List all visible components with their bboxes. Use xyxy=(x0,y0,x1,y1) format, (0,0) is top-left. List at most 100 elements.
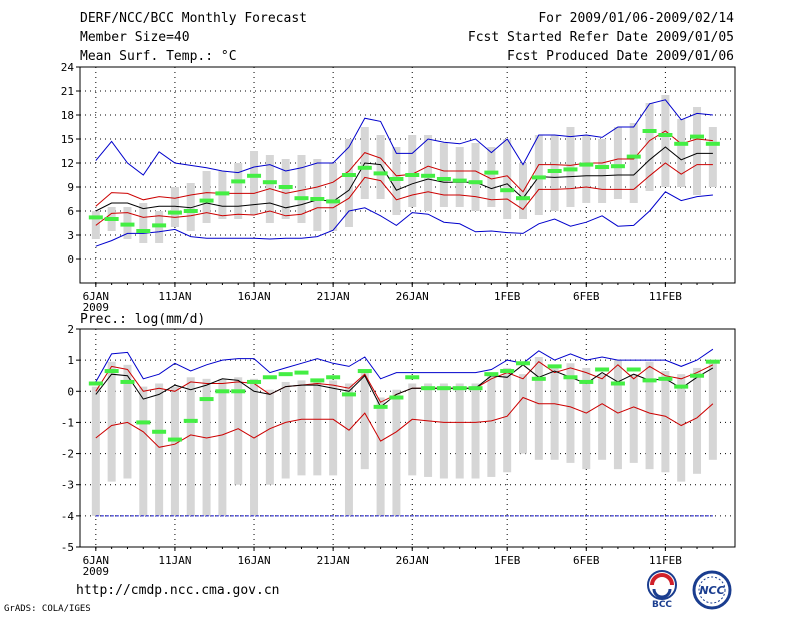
prec-range-box xyxy=(376,397,385,516)
prec-range-box xyxy=(629,374,638,463)
forecast-started-date: Fcst Started Refer Date 2009/01/05 xyxy=(467,30,734,45)
prec-obs-marker xyxy=(468,386,483,391)
temp-range-box xyxy=(170,187,179,227)
prec-ytick-label: 2 xyxy=(67,323,74,336)
prec-xtick-label: 11FEB xyxy=(649,554,682,567)
prec-obs-marker xyxy=(705,359,720,364)
temp-xtick-label: 11FEB xyxy=(649,290,682,303)
temp-xtick-label: 6JAN xyxy=(83,290,110,303)
temp-obs-marker xyxy=(500,188,515,193)
temp-obs-marker xyxy=(136,229,151,233)
prec-xtick-label: 11JAN xyxy=(158,554,191,567)
temp-range-box xyxy=(613,127,622,199)
prec-range-box xyxy=(91,386,100,516)
prec-obs-marker xyxy=(436,386,451,391)
prec-range-box xyxy=(503,367,512,473)
temp-range-box xyxy=(313,159,322,231)
prec-xtick-label: 21JAN xyxy=(317,554,350,567)
temp-obs-marker xyxy=(183,209,198,213)
prec-range-box xyxy=(487,374,496,477)
prec-obs-marker xyxy=(152,429,167,434)
temp-obs-marker xyxy=(405,173,420,177)
temp-obs-marker xyxy=(341,173,356,177)
temp-obs-marker xyxy=(690,134,705,139)
temp-range-box xyxy=(439,143,448,207)
prec-xtick-label: 26JAN xyxy=(396,554,429,567)
temp-ytick-label: 18 xyxy=(61,109,74,122)
prec-obs-marker xyxy=(215,389,230,394)
temp-ytick-label: 12 xyxy=(61,157,74,170)
temp-range-box xyxy=(139,203,148,243)
prec-range-box xyxy=(693,367,702,474)
temp-obs-marker xyxy=(642,129,657,133)
prec-obs-marker xyxy=(547,364,562,369)
prec-range-box xyxy=(534,357,543,460)
prec-obs-marker xyxy=(563,375,578,380)
prec-obs-marker xyxy=(294,370,309,375)
prec-range-box xyxy=(392,389,401,516)
prec-obs-marker xyxy=(183,418,198,423)
prec-obs-marker xyxy=(341,392,356,397)
temp-ytick-label: 15 xyxy=(61,133,74,146)
temp-range-box xyxy=(424,135,433,211)
prec-range-box xyxy=(281,381,290,479)
temp-ytick-label: 0 xyxy=(67,253,74,266)
prec-range-box xyxy=(408,383,417,476)
temp-obs-marker xyxy=(120,222,135,227)
temp-obs-marker xyxy=(626,154,641,159)
temp-series-upper-line xyxy=(95,99,713,176)
temp-ytick-label: 3 xyxy=(67,229,74,242)
prec-range-box xyxy=(250,378,259,516)
prec-obs-marker xyxy=(658,376,673,381)
temp-range-box xyxy=(408,135,417,207)
prec-series-max-line xyxy=(95,348,714,383)
prec-obs-marker xyxy=(326,375,341,380)
prec-range-box xyxy=(598,374,607,460)
source-url[interactable]: http://cmdp.ncc.cma.gov.cn xyxy=(76,583,280,598)
temp-obs-marker xyxy=(167,210,182,215)
prec-obs-marker xyxy=(310,378,325,383)
temp-obs-marker xyxy=(326,199,341,204)
temp-xtick-label: 1FEB xyxy=(494,290,521,303)
prec-obs-marker xyxy=(500,369,515,374)
prec-obs-marker xyxy=(88,381,103,386)
prec-xtick-label: 16JAN xyxy=(237,554,270,567)
prec-range-box xyxy=(297,380,306,476)
temp-obs-marker xyxy=(294,196,309,201)
prec-obs-marker xyxy=(373,404,388,409)
prec-range-box xyxy=(313,378,322,476)
temp-range-box xyxy=(471,143,480,211)
temp-obs-marker xyxy=(88,215,103,220)
temp-obs-marker xyxy=(310,197,325,201)
prec-obs-marker xyxy=(674,384,689,389)
prec-obs-marker xyxy=(199,397,214,402)
prec-range-box xyxy=(107,361,116,482)
temp-obs-marker xyxy=(421,173,436,178)
prec-range-box xyxy=(265,389,274,485)
temp-range-box xyxy=(455,147,464,207)
prec-range-box xyxy=(518,374,527,454)
prec-panel-title: Prec.: log(mm/d) xyxy=(80,312,205,327)
temp-obs-marker xyxy=(531,175,546,180)
prec-ytick-label: -3 xyxy=(61,479,74,492)
temp-ytick-label: 9 xyxy=(67,181,74,194)
temp-obs-marker xyxy=(705,141,720,146)
chart-title: DERF/NCC/BCC Monthly Forecast xyxy=(80,11,307,26)
prec-obs-marker xyxy=(421,386,436,391)
prec-range-box xyxy=(218,378,227,516)
prec-range-box xyxy=(550,367,559,460)
temp-xtick-label: 21JAN xyxy=(317,290,350,303)
temp-plot-frame xyxy=(79,66,736,284)
temp-obs-marker xyxy=(357,165,372,170)
prec-ytick-label: -1 xyxy=(61,416,74,429)
prec-ytick-label: 1 xyxy=(67,354,74,367)
prec-obs-marker xyxy=(515,361,530,366)
prec-range-box xyxy=(202,378,211,516)
temp-obs-marker xyxy=(563,167,578,172)
temp-obs-marker xyxy=(595,165,610,169)
temp-range-box xyxy=(693,107,702,195)
prec-obs-marker xyxy=(452,386,467,391)
temp-range-box xyxy=(344,139,353,227)
temp-obs-marker xyxy=(104,217,119,221)
temp-series-max-line xyxy=(95,191,713,247)
